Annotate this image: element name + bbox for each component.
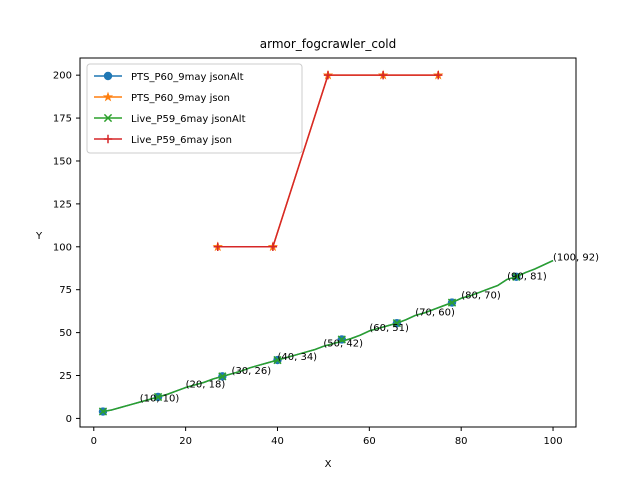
x-tick-label: 0 [91,436,97,447]
legend: PTS_P60_9may jsonAlt PTS_P60_9may json Liv… [86,63,303,154]
data-label: (90, 81) [507,271,547,282]
data-label: (40, 34) [277,352,317,363]
data-label: (70, 60) [415,307,455,318]
y-tick-label: 75 [59,285,72,296]
data-point [273,355,282,365]
axes-frame [79,57,577,428]
legend-label: PTS_P60_9may json [131,93,230,104]
x-tick-label: 20 [179,436,192,447]
data-point [512,272,521,281]
data-point [268,242,278,251]
y-tick-label: 175 [53,114,72,125]
data-label: (20, 18) [186,380,226,391]
y-tick-label: 200 [53,71,72,82]
legend-entry: Live_P59_6may json [94,134,232,146]
data-point [98,407,108,416]
y-tick-label: 0 [66,414,72,425]
legend-marker [103,71,113,81]
legend-marker [102,91,114,102]
data-point [378,70,388,80]
y-tick-label: 150 [53,156,72,167]
legend-entry: PTS_P60_9may jsonAlt [94,71,244,83]
data-point [218,372,227,381]
y-axis-label: Y [35,231,43,242]
legend-marker [103,113,113,123]
legend-box [86,63,303,154]
series-line [102,259,554,413]
legend-label: Live_P59_6may jsonAlt [131,114,246,125]
data-label: (10, 10) [140,393,180,404]
data-point [213,242,222,251]
legend-entry: PTS_P60_9may json [94,91,230,104]
legend-label: PTS_P60_9may jsonAlt [131,72,244,83]
x-tick-label: 80 [455,436,468,447]
y-tick-label: 25 [59,371,72,382]
y-tick-label: 125 [53,199,72,210]
data-point [337,335,346,344]
x-axis-label: X [325,459,332,470]
data-label: (50, 42) [323,338,363,349]
legend-marker [103,134,113,144]
data-point [447,298,457,307]
axis-ticks: 0 20 40 60 80 100 0 25 50 75 100 125 150 175 200 [53,71,563,447]
legend-label: Live_P59_6may json [131,135,232,146]
data-point [434,70,443,80]
data-point [323,70,333,80]
series-3 [98,259,554,416]
data-label: (30, 26) [232,366,272,377]
y-tick-label: 100 [53,242,72,253]
x-tick-label: 60 [363,436,376,447]
data-label: (80, 70) [461,290,501,301]
data-point [153,392,163,402]
y-tick-label: 50 [59,328,72,339]
x-tick-label: 100 [543,436,562,447]
data-label: (60, 51) [369,323,409,334]
series-4 [213,70,443,251]
legend-entry: Live_P59_6may jsonAlt [94,113,246,125]
chart-title: armor_fogcrawler_cold [260,37,396,51]
x-tick-label: 40 [271,436,284,447]
data-point [392,319,402,328]
